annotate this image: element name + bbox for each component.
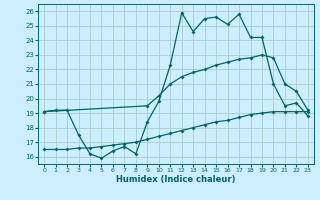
X-axis label: Humidex (Indice chaleur): Humidex (Indice chaleur) <box>116 175 236 184</box>
